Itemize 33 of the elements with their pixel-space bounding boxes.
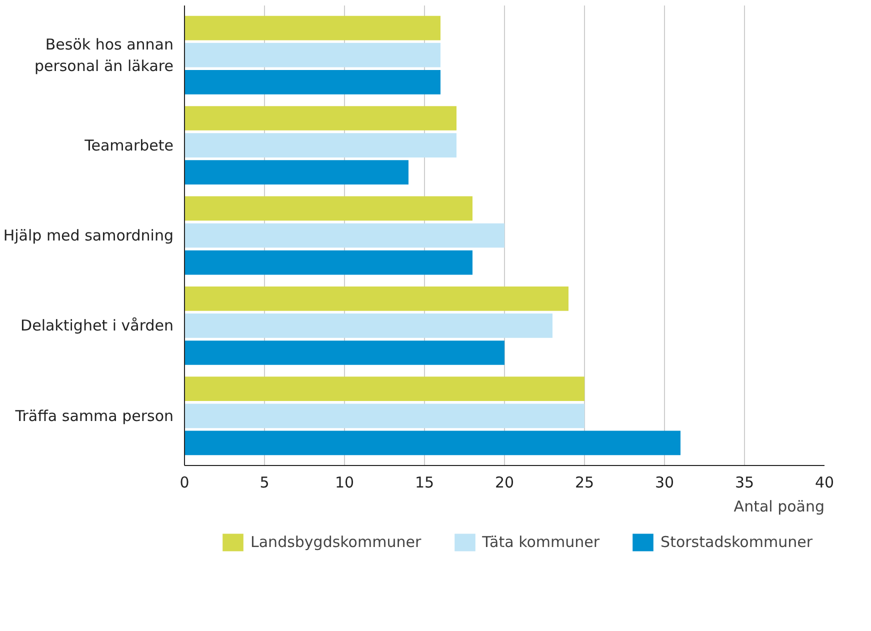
bar	[184, 340, 504, 365]
bar	[184, 223, 504, 248]
x-tick-label: 5	[260, 474, 270, 492]
bar	[184, 106, 456, 130]
y-tick-label: Teamarbete	[84, 136, 174, 154]
bar	[184, 16, 440, 40]
bar	[184, 314, 552, 338]
bar	[184, 376, 584, 402]
x-tick-label: 30	[654, 474, 674, 492]
bar	[184, 286, 568, 311]
x-tick-label: 40	[814, 474, 834, 492]
bar	[184, 133, 456, 158]
x-tick-label: 35	[734, 474, 754, 492]
bar	[184, 42, 440, 68]
y-tick-label: Hjälp med samordning	[3, 226, 174, 244]
x-tick-label: 0	[180, 474, 190, 492]
x-tick-label: 20	[494, 474, 514, 492]
legend-label: Storstadskommuner	[660, 533, 812, 551]
y-tick-label: Besök hos annan personal än läkare	[34, 35, 174, 75]
y-tick-label: Delaktighet i vården	[20, 316, 174, 335]
bar	[184, 196, 472, 221]
bar	[184, 430, 680, 456]
x-tick-label: 25	[574, 474, 594, 492]
legend-label: Landsbygdskommuner	[250, 533, 422, 551]
x-axis-title: Antal poäng	[734, 498, 825, 516]
bar	[184, 70, 440, 94]
x-tick-label: 10	[334, 474, 354, 492]
bar	[184, 160, 408, 185]
bar	[184, 404, 584, 428]
x-tick-label: 15	[414, 474, 434, 492]
legend-label: Täta kommuner	[482, 533, 600, 551]
bar	[184, 250, 472, 275]
y-tick-label: Träffa samma person	[14, 406, 174, 425]
